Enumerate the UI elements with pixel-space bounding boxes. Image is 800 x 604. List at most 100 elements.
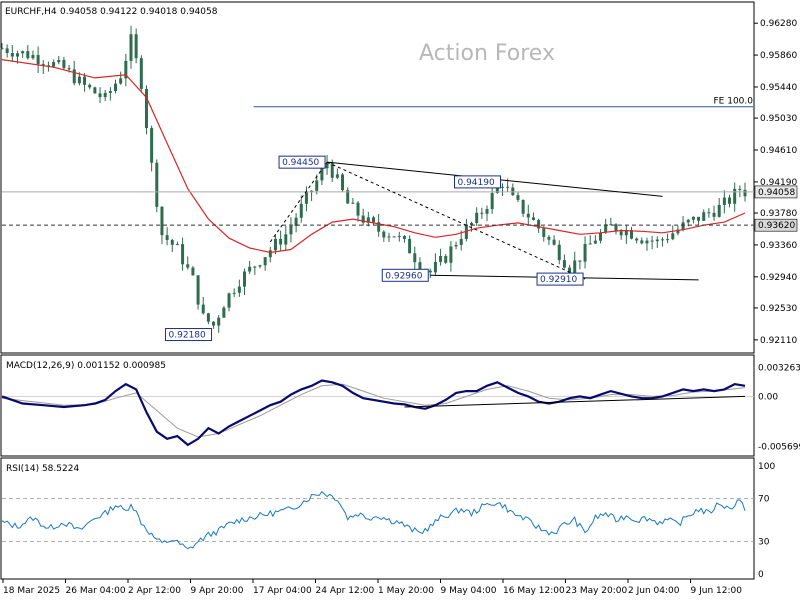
candle-body [212, 321, 216, 326]
candle-body [428, 270, 432, 273]
candle-body [325, 162, 329, 169]
macd-title: MACD(12,26,9) 0.001152 0.000985 [6, 361, 166, 371]
candle-body [341, 174, 345, 191]
candle-body [268, 250, 272, 258]
swing-label-box [278, 155, 326, 169]
candle-body [495, 187, 499, 194]
candle-body [356, 202, 360, 216]
moving-average-line [1, 59, 746, 254]
macd-y-tick-label: -0.005699 [758, 443, 800, 453]
candle-body [433, 261, 437, 273]
candle-body [733, 188, 737, 204]
candle-body [217, 317, 221, 326]
candle-body [609, 224, 613, 226]
candle-body [387, 236, 391, 238]
candle-body [155, 162, 159, 207]
candle-body [743, 189, 747, 197]
candle-body [279, 238, 283, 245]
x-axis-label: 24 Apr 12:00 [316, 586, 375, 596]
swing-label-box [381, 268, 429, 282]
candle-body [645, 240, 649, 244]
candle-body [186, 264, 190, 268]
candle-body [206, 313, 210, 322]
candle-body [697, 216, 701, 221]
candle-body [361, 215, 365, 223]
candle-body [418, 262, 422, 272]
candle-body [248, 266, 252, 272]
candle-body [253, 266, 257, 268]
candle-body [392, 236, 396, 238]
candle-body [676, 229, 680, 234]
x-axis-label: 18 Mar 2025 [3, 586, 60, 596]
candle-body [583, 243, 587, 262]
candle-body [263, 257, 267, 266]
candle-body [681, 222, 685, 230]
candle-body [738, 188, 742, 190]
candle-body [372, 217, 375, 223]
candle-body [599, 232, 603, 241]
candle-body [227, 293, 231, 308]
x-axis-label: 2 Jun 04:00 [628, 586, 680, 596]
candle-body [629, 230, 633, 239]
candle-body [516, 195, 520, 200]
candle-body [717, 204, 721, 217]
candle-body [552, 239, 556, 245]
candle-body [346, 190, 350, 204]
candle-body [521, 199, 525, 214]
price-panel-frame [0, 1, 755, 354]
candle-body [573, 260, 577, 275]
candle-body [191, 267, 195, 276]
rsi-y-tick-label: 70 [758, 494, 770, 504]
watermark: Action Forex [419, 41, 555, 66]
dashed-trendline [326, 161, 586, 280]
candle-body [444, 256, 448, 263]
candle-body [175, 244, 179, 246]
candle-body [41, 64, 45, 66]
swing-label: 0.92960 [385, 271, 422, 281]
price-y-tick-label: 0.95030 [760, 114, 797, 124]
candle-body [351, 202, 355, 204]
chart-header-symbol: EURCHF,H4 [5, 7, 57, 17]
candle-body [57, 59, 61, 63]
x-axis-label: 23 May 20:00 [566, 586, 628, 596]
candle-body [330, 162, 334, 178]
x-axis-label: 9 Apr 20:00 [191, 586, 244, 596]
candle-body [382, 231, 386, 238]
candle-body [397, 236, 401, 238]
candle-body [103, 92, 107, 98]
candle-body [294, 217, 298, 227]
macd-line [1, 379, 746, 447]
candle-body [232, 292, 236, 294]
price-y-tick-label: 0.92940 [760, 273, 797, 283]
candle-body [124, 60, 128, 79]
candle-body [480, 212, 484, 214]
candle-body [258, 265, 262, 267]
price-tag-label: 0.93620 [758, 221, 795, 231]
candle-body [284, 234, 288, 245]
swing-label: 0.94450 [282, 158, 319, 168]
candle-body [181, 244, 185, 265]
chart-header-ohlc: 0.94058 0.94122 0.94018 0.94058 [60, 7, 218, 17]
price-y-tick-label: 0.93360 [760, 241, 797, 251]
candle-body [88, 84, 92, 88]
candle-body [402, 236, 406, 239]
candle-body [273, 238, 277, 251]
candle-body [691, 216, 695, 220]
candle-body [165, 235, 169, 240]
candle-body [475, 212, 479, 224]
candle-body [588, 243, 592, 245]
candle-body [26, 51, 30, 59]
candle-body [134, 34, 138, 59]
candle-body [454, 244, 458, 247]
price-y-tick-label: 0.96280 [760, 19, 797, 29]
price-tag-box [754, 185, 798, 199]
candle-body [526, 213, 530, 218]
swing-label: 0.92910 [540, 275, 577, 285]
candle-body [201, 304, 205, 314]
macd-y-tick-label: 0.003263 [758, 364, 800, 374]
candle-body [413, 253, 417, 263]
candle-body [408, 238, 412, 254]
rsi-y-tick-label: 0 [758, 570, 764, 580]
candle-body [650, 240, 654, 242]
candle-body [578, 260, 582, 262]
